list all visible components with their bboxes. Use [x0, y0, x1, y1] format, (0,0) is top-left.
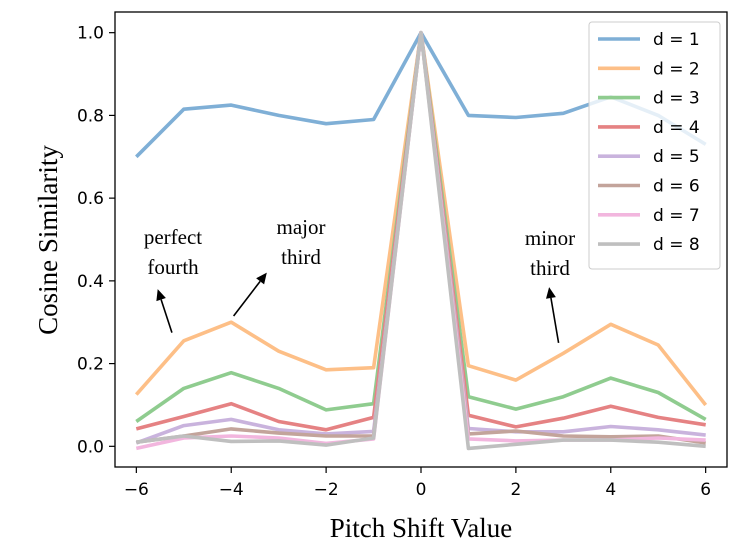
x-tick-label: 2 [510, 480, 521, 500]
annotation-perfect-fourth: perfect fourth [144, 225, 202, 333]
annotation-text: minor [525, 226, 575, 250]
annotation-text: fourth [147, 255, 199, 279]
annotation-minor-third: minor third [525, 226, 575, 344]
annotation-arrow-shaft [160, 299, 173, 333]
annotation-arrow-head [546, 287, 556, 299]
series-layer [134, 30, 708, 451]
legend-label-d7: d = 7 [653, 206, 700, 226]
legend-label-d1: d = 1 [653, 30, 700, 50]
legend-label-d8: d = 8 [653, 235, 700, 255]
annotation-text: third [281, 245, 321, 269]
annotation-text: major [277, 215, 326, 239]
annotation-arrow-shaft [232, 280, 261, 317]
y-tick-label: 0.0 [77, 437, 104, 457]
annotation-text: third [530, 256, 570, 280]
ticks-layer: −6 −4 −2 0 2 4 6 0.0 0.2 0.4 0.6 0.8 1.0 [77, 24, 711, 500]
legend-box [588, 21, 721, 270]
annotation-arrow-head [156, 289, 166, 302]
legend-label-d4: d = 4 [653, 118, 700, 138]
legend-label-d3: d = 3 [653, 89, 700, 109]
x-tick-label: 4 [605, 480, 616, 500]
x-tick-label: −6 [124, 480, 149, 500]
legend-label-d6: d = 6 [653, 177, 700, 197]
y-axis-label: Cosine Similarity [33, 145, 63, 335]
x-axis-label: Pitch Shift Value [330, 513, 513, 543]
annotation-major-third: major third [232, 215, 326, 317]
y-tick-label: 1.0 [77, 24, 104, 44]
x-tick-label: −4 [219, 480, 244, 500]
y-tick-label: 0.4 [77, 272, 104, 292]
annotation-layer: perfect fourth major third minor third [144, 215, 575, 344]
x-tick-label: 0 [416, 480, 427, 500]
legend-label-d2: d = 2 [653, 59, 700, 79]
legend-label-d5: d = 5 [653, 147, 700, 167]
y-tick-label: 0.8 [77, 106, 104, 126]
x-tick-label: −2 [314, 480, 339, 500]
y-tick-label: 0.2 [77, 355, 104, 375]
annotation-text: perfect [144, 225, 202, 249]
series-line-d8 [136, 30, 706, 451]
y-tick-label: 0.6 [77, 189, 104, 209]
annotation-arrow-head [256, 272, 267, 285]
annotation-arrow-shaft [550, 297, 560, 344]
legend: d = 1 d = 2 d = 3 d = 4 d = 5 d = 6 d = 7 d = 8 [588, 21, 721, 270]
x-tick-label: 6 [700, 480, 711, 500]
